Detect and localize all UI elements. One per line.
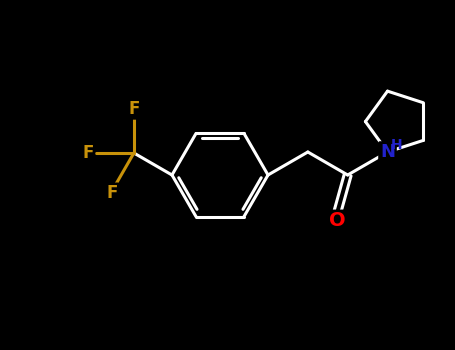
Text: H: H — [391, 138, 402, 152]
Text: O: O — [329, 211, 346, 231]
Text: F: F — [106, 184, 117, 202]
Text: F: F — [82, 144, 94, 162]
Text: N: N — [380, 143, 395, 161]
Text: F: F — [128, 100, 140, 118]
